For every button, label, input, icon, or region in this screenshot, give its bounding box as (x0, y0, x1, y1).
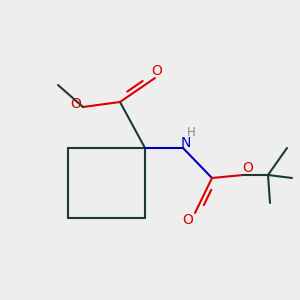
Text: O: O (183, 213, 194, 227)
Text: N: N (181, 136, 191, 150)
Text: O: O (70, 97, 81, 111)
Text: O: O (243, 161, 254, 175)
Text: H: H (187, 125, 195, 139)
Text: O: O (152, 64, 162, 78)
